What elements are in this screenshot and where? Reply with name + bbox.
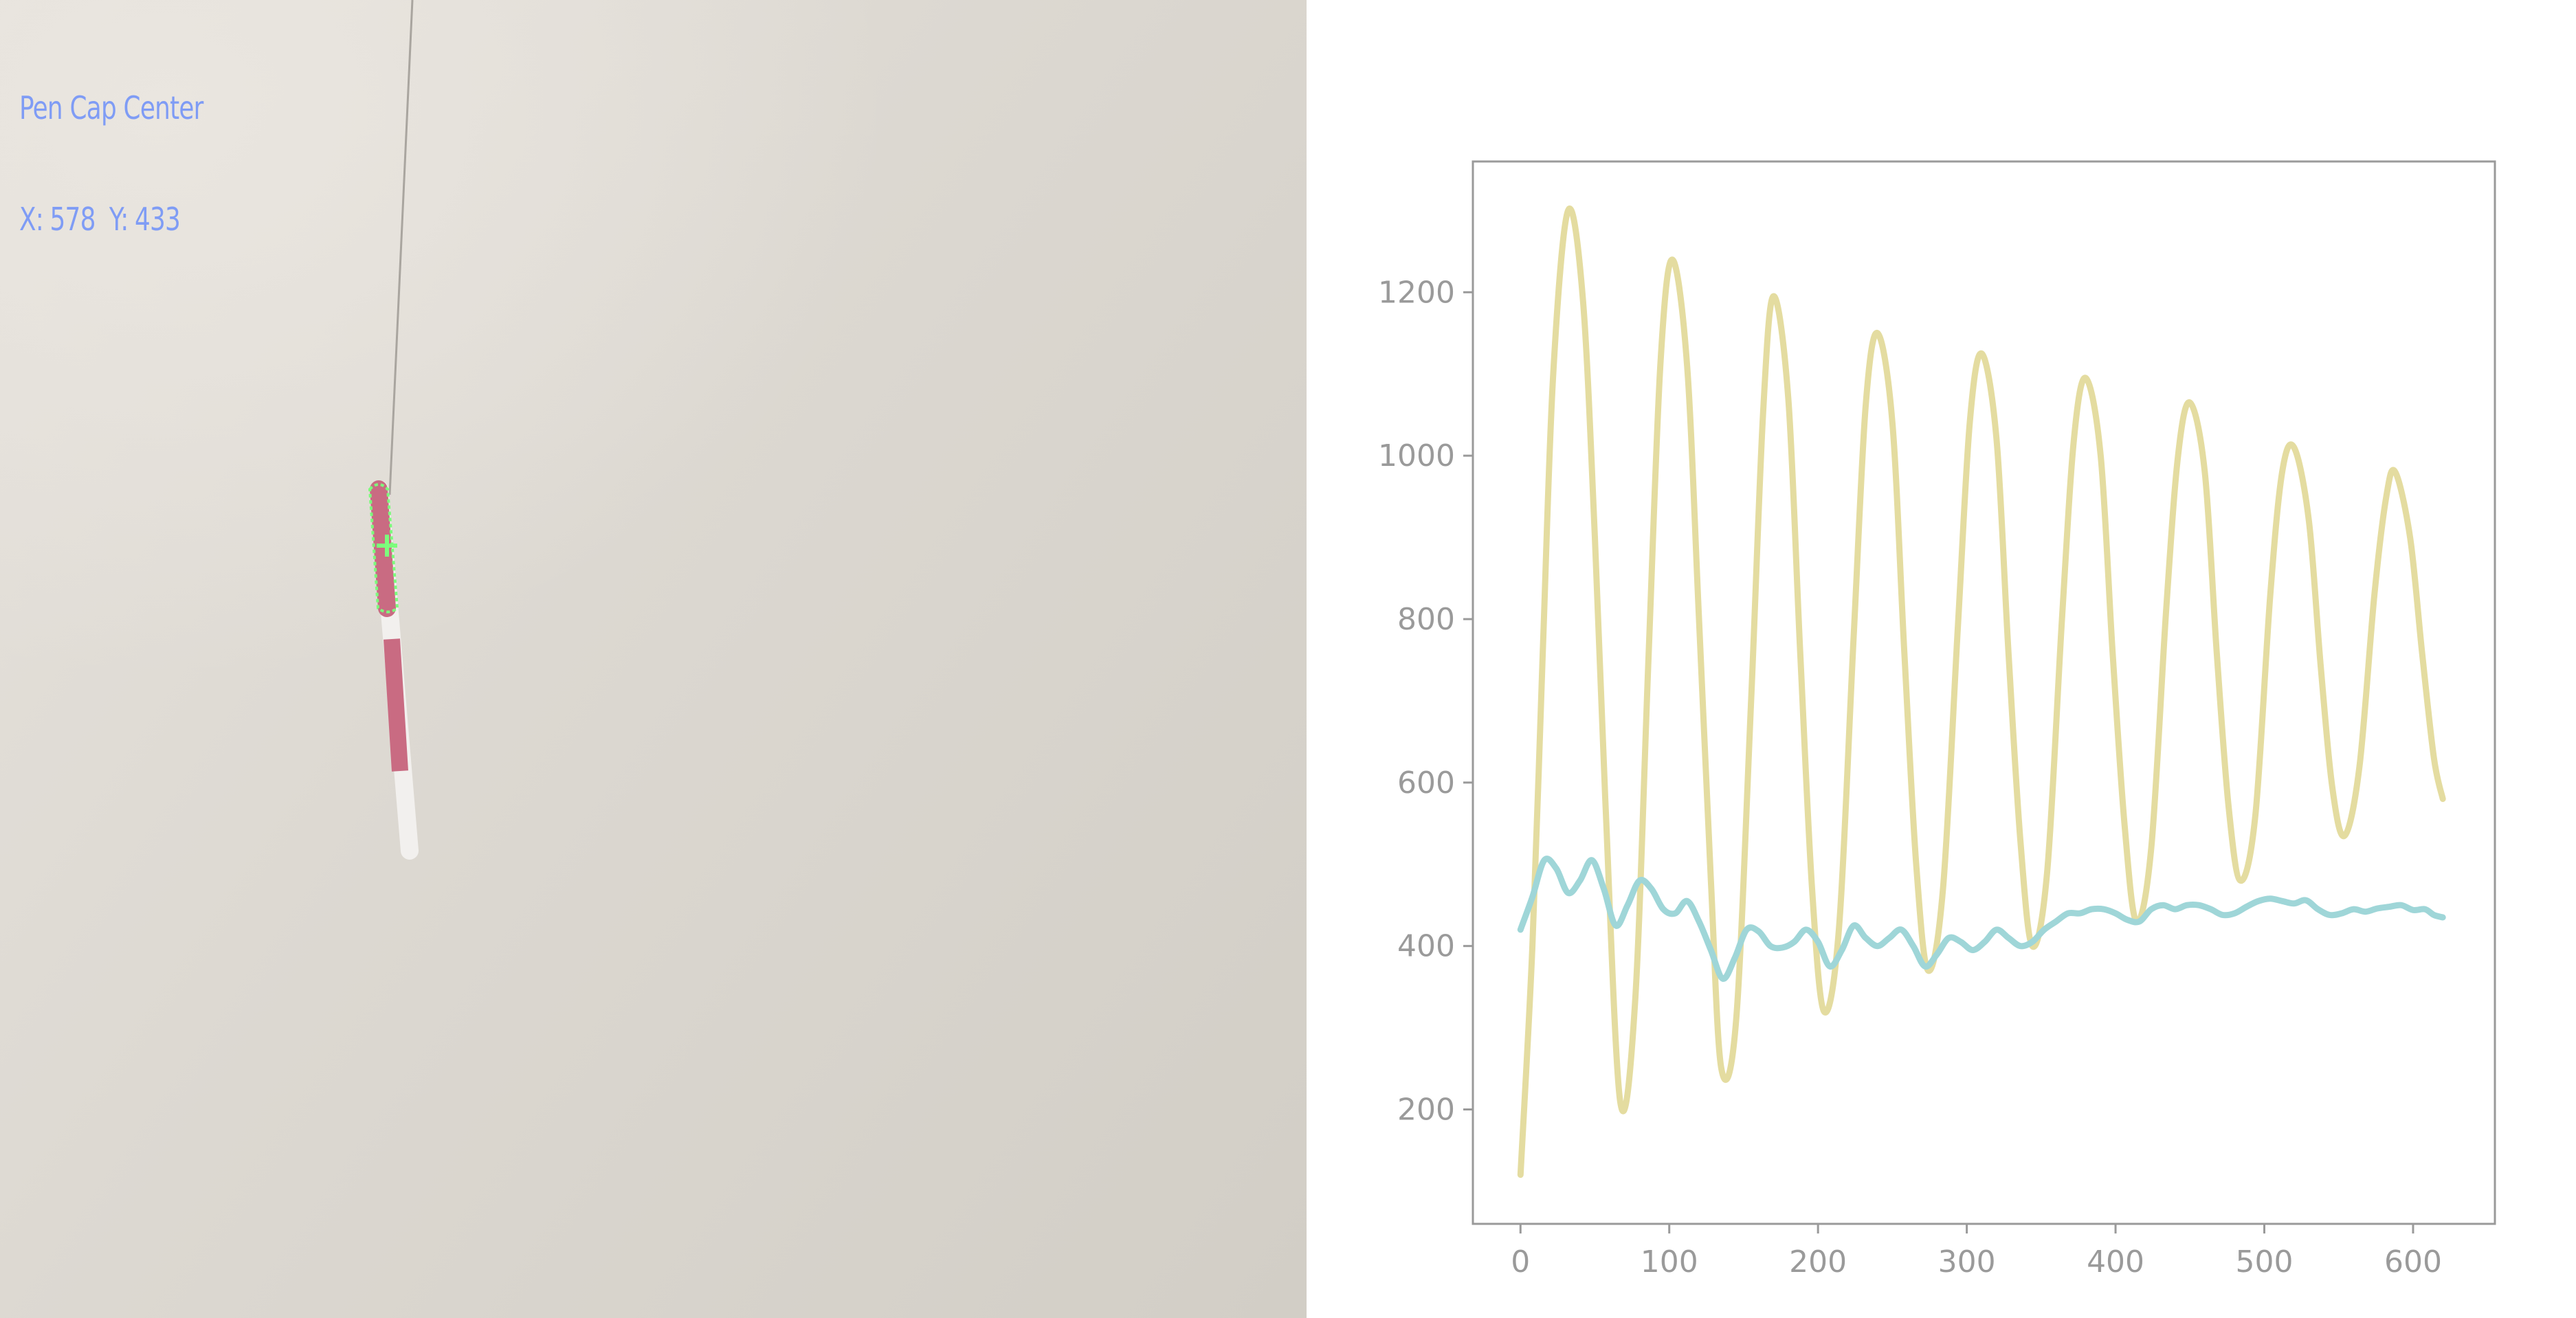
position-plot-panel: 0 100 200 300 400 500 600 200 400 600 800 1000 1200 xyxy=(1307,0,2576,1318)
x-axis: 0 100 200 300 400 500 600 xyxy=(1511,1224,2442,1280)
x-tick-label-5: 500 xyxy=(2236,1244,2294,1280)
y-tick-label-4: 1000 xyxy=(1378,438,1455,473)
tracking-readout: Pen Cap Center X: 578 Y: 433 xyxy=(19,15,203,312)
x-tick-label-6: 600 xyxy=(2384,1244,2442,1280)
series-line-1 xyxy=(1517,856,2446,982)
plot-area xyxy=(1472,160,2496,1225)
series-layer xyxy=(1517,205,2446,1179)
x-tick-label-0: 0 xyxy=(1511,1244,1530,1280)
camera-feed-panel: Pen Cap Center X: 578 Y: 433 xyxy=(0,0,1307,1318)
y-tick-label-2: 600 xyxy=(1397,766,1455,801)
pen-object xyxy=(368,480,419,860)
y-tick-label-5: 1200 xyxy=(1378,275,1455,310)
position-plot: 0 100 200 300 400 500 600 200 400 600 800 1000 1200 xyxy=(1378,160,2496,1280)
pendulum-string xyxy=(388,0,414,495)
x-coordinate: X: 578 xyxy=(19,201,96,238)
pen-label xyxy=(384,638,408,772)
x-tick-label-3: 300 xyxy=(1938,1244,1996,1280)
pen-cap xyxy=(370,480,396,617)
x-tick-label-2: 200 xyxy=(1789,1244,1847,1280)
y-axis: 200 400 600 800 1000 1200 xyxy=(1378,275,1473,1128)
x-tick-label-1: 100 xyxy=(1641,1244,1698,1280)
y-tick-label-3: 800 xyxy=(1397,602,1455,637)
camera-frame xyxy=(368,0,419,860)
readout-label: Pen Cap Center xyxy=(19,89,203,126)
y-coordinate: Y: 433 xyxy=(109,201,181,238)
x-tick-label-4: 400 xyxy=(2087,1244,2144,1280)
series-line-0 xyxy=(1517,205,2446,1179)
y-tick-label-0: 200 xyxy=(1397,1093,1455,1128)
y-tick-label-1: 400 xyxy=(1397,929,1455,964)
cap-contour xyxy=(368,483,399,614)
readout-coordinates: X: 578 Y: 433 xyxy=(19,201,203,238)
crosshair-icon xyxy=(377,535,397,557)
